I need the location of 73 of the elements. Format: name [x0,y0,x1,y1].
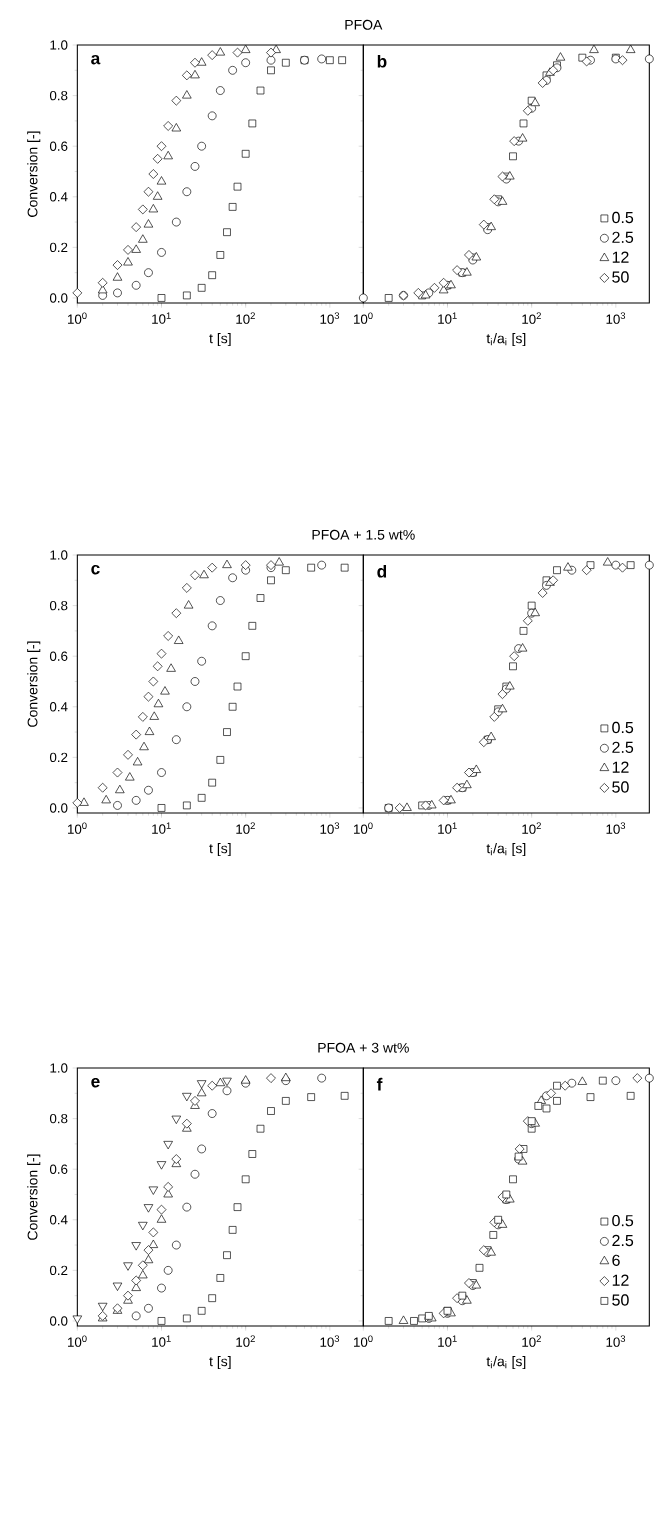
x-tick-label: 10$^{1}$ [152,1335,171,1347]
x-axis-title: t$_{i}$/a$_{i}$ [s] [486,843,526,857]
y-axis-title: Conversion [-] [27,641,41,727]
y-axis-title: Conversion [-] [27,1154,41,1240]
x-tick-label: 10$^{1}$ [438,1335,457,1347]
x-tick-label: 10$^{1}$ [152,822,171,834]
legend-label: 50 [612,1294,629,1306]
legend-label: 0.5 [612,721,634,734]
y-tick-label: 0.6 [49,651,68,661]
y-tick-label: 0.8 [49,90,68,101]
x-axis-title: t$_{i}$/a$_{i}$ [s] [486,333,526,347]
x-tick-label: 10$^{2}$ [236,1335,255,1347]
chart-title: PFOA [345,19,383,30]
x-tick-label: 10$^{3}$ [606,1335,626,1347]
legend-label: 12 [612,251,629,263]
x-tick-label: 10$^{0}$ [354,1335,373,1347]
x-tick-label: 10$^{1}$ [152,312,171,324]
y-tick-label: 0.0 [49,293,68,303]
annotation: e [91,1077,100,1088]
y-tick-label: 0.8 [49,1113,68,1124]
x-tick-label: 10$^{3}$ [606,822,626,834]
legend-label: 6 [612,1254,620,1266]
legend-label: 0.5 [612,211,634,224]
legend-label: 50 [612,781,629,793]
x-tick-label: 10$^{3}$ [320,822,340,834]
y-axis-title: Conversion [-] [27,131,41,217]
y-tick-label: 0.4 [49,702,68,712]
x-tick-label: 10$^{0}$ [68,822,87,834]
y-tick-label: 0.2 [49,242,68,253]
chart-title: PFOA + 1.5 wt% [312,529,415,540]
x-axis-title: t [s] [209,1356,231,1370]
x-tick-label: 10$^{3}$ [320,1335,340,1347]
legend-label: 2.5 [612,1234,634,1247]
x-axis-title: t$_{i}$/a$_{i}$ [s] [486,1356,526,1370]
annotation: f [376,1077,383,1091]
x-tick-label: 10$^{2}$ [236,312,255,324]
y-tick-label: 0.4 [49,1215,68,1225]
x-axis-title: t [s] [209,843,231,857]
y-tick-label: 0.2 [49,752,68,763]
y-tick-label: 0.2 [49,1265,68,1276]
legend-label: 0.5 [612,1214,634,1227]
x-tick-label: 10$^{3}$ [606,312,626,324]
annotation: d [377,564,387,578]
legend-label: 2.5 [612,231,634,243]
y-tick-label: 1.0 [50,550,68,560]
legend-label: 12 [612,761,629,773]
y-tick-label: 0.8 [49,600,68,611]
legend-label: 12 [612,1274,629,1286]
y-tick-label: 0.0 [49,803,68,813]
legend-label: 50 [612,271,629,283]
annotation: b [377,54,387,68]
y-tick-label: 1.0 [50,40,68,50]
x-tick-label: 10$^{2}$ [522,822,541,834]
x-tick-label: 10$^{2}$ [522,312,541,324]
legend-label: 2.5 [612,741,634,753]
y-tick-label: 0.4 [49,192,68,202]
x-tick-label: 10$^{2}$ [236,822,255,834]
x-tick-label: 10$^{1}$ [438,822,457,834]
x-tick-label: 10$^{0}$ [354,822,373,834]
x-tick-label: 10$^{0}$ [68,1335,87,1347]
annotation: a [91,54,101,65]
x-tick-label: 10$^{0}$ [354,312,373,324]
y-tick-label: 1.0 [50,1063,68,1073]
x-tick-label: 10$^{0}$ [68,312,87,324]
y-tick-label: 0.0 [49,1316,68,1326]
y-tick-label: 0.6 [49,1164,68,1174]
chart-title: PFOA + 3 wt% [318,1042,409,1053]
x-tick-label: 10$^{3}$ [320,312,340,324]
y-tick-label: 0.6 [49,141,68,151]
x-tick-label: 10$^{2}$ [522,1335,541,1347]
x-tick-label: 10$^{1}$ [438,312,457,324]
annotation: c [91,564,100,575]
x-axis-title: t [s] [209,333,231,347]
